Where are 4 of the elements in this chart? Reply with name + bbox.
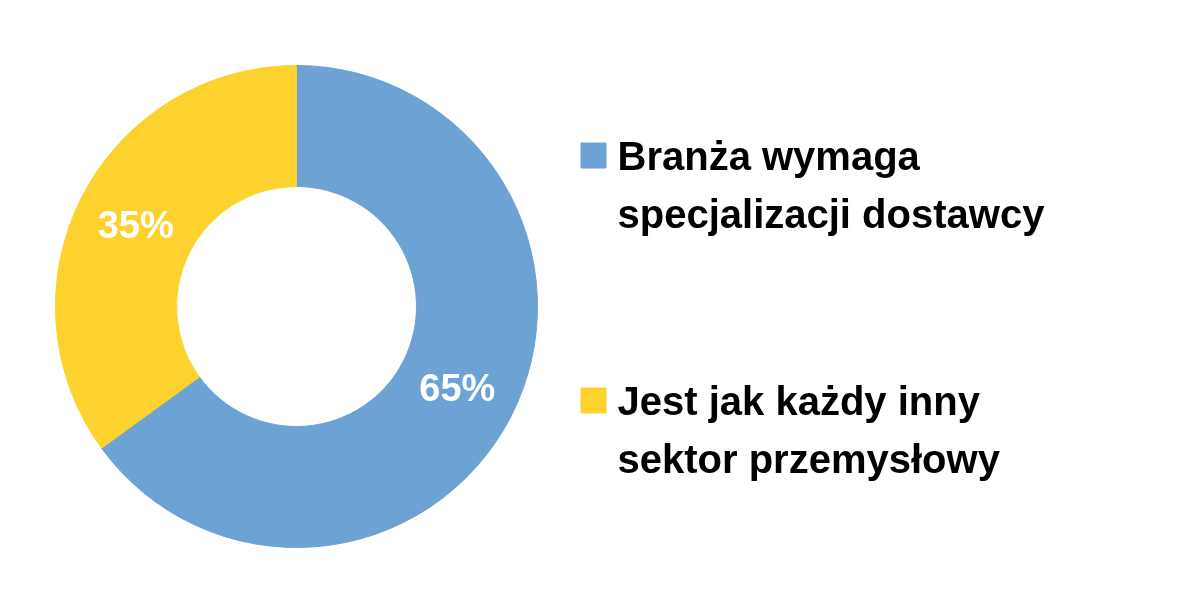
legend-label: Jest jak każdy inny sektor przemysłowy <box>617 378 1001 481</box>
data-label: 65% <box>419 367 496 410</box>
data-label: 35% <box>97 203 174 246</box>
legend-label: Branża wymaga specjalizacji dostawcy <box>617 133 1046 236</box>
